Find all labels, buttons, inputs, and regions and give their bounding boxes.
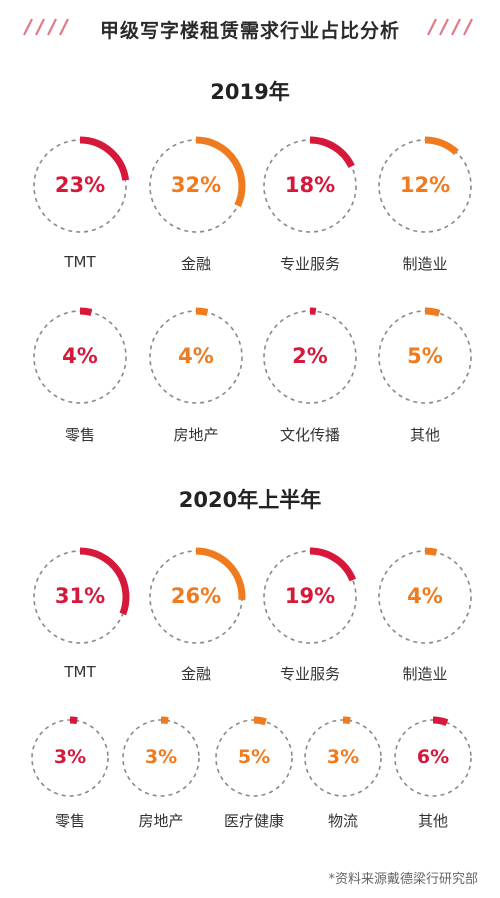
share-value: 4% bbox=[407, 583, 443, 608]
industry-label: 制造业 bbox=[402, 665, 448, 683]
ring-2020h1-8: 6% bbox=[387, 712, 479, 804]
share-arc bbox=[309, 547, 357, 582]
share-value: 4% bbox=[62, 343, 98, 368]
ring-2020h1-5: 3% bbox=[115, 712, 207, 804]
share-arc bbox=[195, 307, 209, 316]
share-arc bbox=[253, 716, 267, 726]
ring-2019-2: 18% bbox=[256, 132, 364, 240]
ring-2019-5: 4% bbox=[142, 303, 250, 411]
industry-label: 零售 bbox=[54, 812, 85, 830]
share-value: 2% bbox=[292, 343, 328, 368]
share-value: 3% bbox=[144, 746, 178, 769]
section-title-2020h1: 2020年上半年 bbox=[178, 488, 322, 512]
ring-svg bbox=[122, 716, 200, 797]
industry-label: 其他 bbox=[409, 426, 440, 444]
industry-label: TMT bbox=[64, 663, 96, 681]
industry-label: 医疗健康 bbox=[223, 812, 284, 830]
ring-2019-3: 12% bbox=[371, 132, 479, 240]
share-arc bbox=[69, 716, 78, 725]
industry-label: 金融 bbox=[180, 255, 211, 273]
ring-2019-1: 32% bbox=[142, 132, 250, 240]
stripe-decoration-right bbox=[427, 18, 473, 36]
share-arc bbox=[424, 307, 441, 317]
ring-2020h1-2: 19% bbox=[256, 543, 364, 651]
ring-svg bbox=[31, 716, 109, 797]
share-value: 4% bbox=[178, 343, 214, 368]
share-value: 31% bbox=[54, 583, 106, 608]
share-value: 3% bbox=[53, 746, 87, 769]
share-arc bbox=[342, 716, 351, 725]
ring-svg bbox=[33, 136, 130, 233]
share-value: 5% bbox=[237, 746, 271, 769]
ring-2020h1-1: 26% bbox=[142, 543, 250, 651]
share-value: 5% bbox=[407, 343, 443, 368]
ring-2020h1-0: 31% bbox=[26, 543, 134, 651]
share-arc bbox=[424, 136, 459, 156]
share-value: 26% bbox=[170, 583, 222, 608]
ring-svg bbox=[378, 136, 472, 233]
share-arc bbox=[195, 136, 246, 208]
ring-svg bbox=[394, 716, 472, 797]
header: 甲级写字楼租赁需求行业占比分析 bbox=[0, 8, 500, 48]
share-value: 3% bbox=[326, 746, 360, 769]
industry-label: 金融 bbox=[180, 665, 211, 683]
share-arc bbox=[79, 547, 130, 616]
share-value: 19% bbox=[284, 583, 336, 608]
ring-svg bbox=[149, 547, 246, 644]
ring-svg bbox=[215, 716, 293, 797]
industry-label: 专业服务 bbox=[279, 255, 340, 273]
industry-label: 零售 bbox=[64, 426, 95, 444]
share-value: 32% bbox=[170, 172, 222, 197]
share-value: 18% bbox=[284, 172, 336, 197]
ring-2019-7: 5% bbox=[371, 303, 479, 411]
share-arc bbox=[424, 547, 438, 556]
share-arc bbox=[79, 136, 130, 181]
stripe-decoration-left bbox=[23, 18, 69, 36]
share-value: 6% bbox=[416, 746, 450, 769]
share-arc bbox=[195, 547, 246, 601]
ring-svg bbox=[33, 307, 127, 404]
share-value: 23% bbox=[54, 172, 106, 197]
ring-2019-4: 4% bbox=[26, 303, 134, 411]
ring-svg bbox=[263, 307, 357, 404]
share-value: 12% bbox=[399, 172, 451, 197]
ring-2020h1-4: 3% bbox=[24, 712, 116, 804]
ring-svg bbox=[149, 136, 246, 233]
ring-svg bbox=[149, 307, 243, 404]
share-arc bbox=[79, 307, 93, 316]
ring-svg bbox=[263, 547, 357, 644]
industry-label: 其他 bbox=[417, 812, 448, 830]
ring-svg bbox=[378, 547, 472, 644]
ring-2019-0: 23% bbox=[26, 132, 134, 240]
industry-label: 房地产 bbox=[173, 426, 219, 444]
ring-2020h1-3: 4% bbox=[371, 543, 479, 651]
industry-label: 物流 bbox=[327, 812, 358, 830]
source-note: *资料来源戴德梁行研究部 bbox=[328, 872, 478, 887]
page-title: 甲级写字楼租赁需求行业占比分析 bbox=[99, 20, 400, 42]
share-arc bbox=[309, 136, 355, 169]
industry-label: 专业服务 bbox=[279, 665, 340, 683]
section-title-2019: 2019年 bbox=[210, 80, 290, 104]
share-arc bbox=[160, 716, 169, 725]
ring-svg bbox=[304, 716, 382, 797]
industry-label: 制造业 bbox=[402, 255, 448, 273]
ring-svg bbox=[378, 307, 472, 404]
ring-2020h1-6: 5% bbox=[208, 712, 300, 804]
industry-label: TMT bbox=[64, 253, 96, 271]
ring-2019-6: 2% bbox=[256, 303, 364, 411]
industry-label: 文化传播 bbox=[279, 426, 340, 444]
ring-svg bbox=[263, 136, 357, 233]
ring-2020h1-7: 3% bbox=[297, 712, 389, 804]
industry-label: 房地产 bbox=[138, 812, 184, 830]
ring-svg bbox=[33, 547, 130, 644]
share-arc bbox=[432, 716, 449, 726]
